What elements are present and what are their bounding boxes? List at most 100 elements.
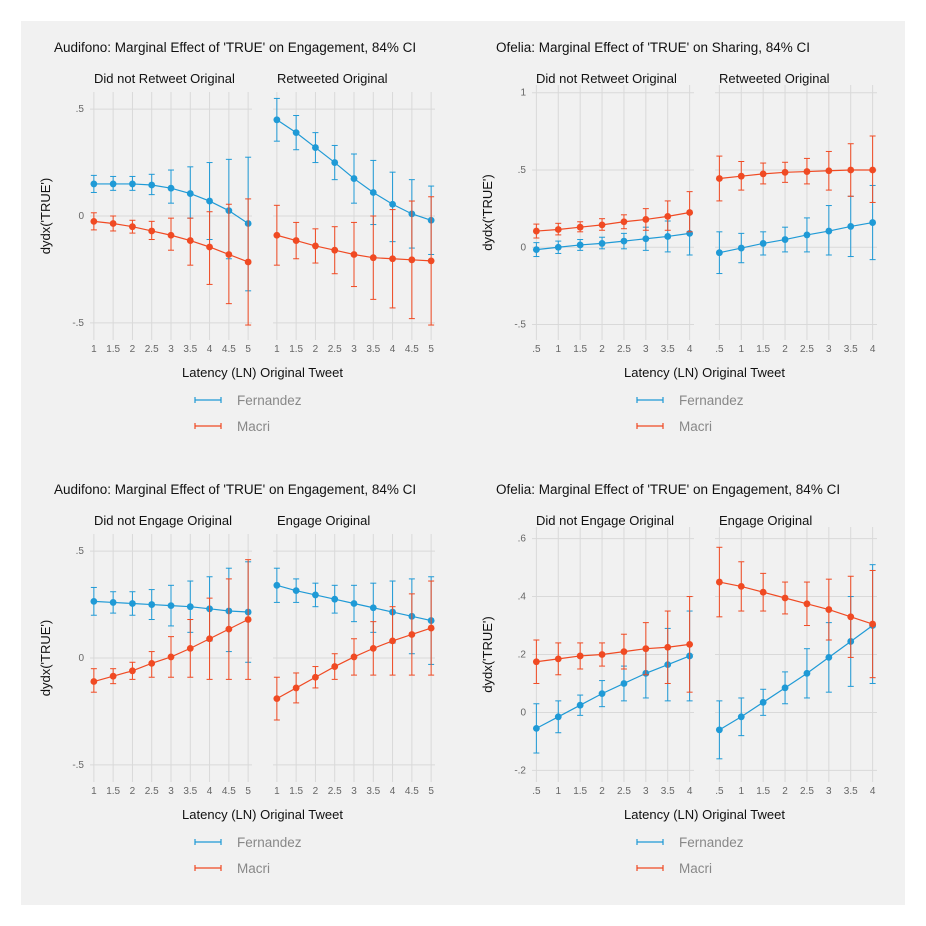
facet-1: Did not Engage Original .5 1 1.5 2 2.5 3 3.5 4 xyxy=(532,513,694,797)
data-point xyxy=(206,197,213,205)
x-tick-label: 5 xyxy=(428,786,434,797)
data-point xyxy=(225,625,233,633)
data-point xyxy=(312,591,319,599)
y-tick-label: 0 xyxy=(520,707,526,718)
data-point xyxy=(715,726,723,734)
x-tick-label: 4 xyxy=(687,344,693,355)
x-tick-label: 3 xyxy=(351,786,357,797)
data-point xyxy=(109,672,117,680)
data-point xyxy=(408,256,416,264)
series-fernandez xyxy=(532,212,694,258)
data-point xyxy=(781,594,789,602)
x-tick-label: 4 xyxy=(687,786,693,797)
x-tick-label: 5 xyxy=(428,344,434,355)
x-tick-label: 1.5 xyxy=(106,786,120,797)
data-point xyxy=(664,212,672,220)
data-point xyxy=(598,221,606,229)
x-tick-label: .5 xyxy=(715,786,724,797)
x-tick-label: 3.5 xyxy=(183,786,197,797)
data-point xyxy=(109,599,117,606)
x-tick-label: 4 xyxy=(207,786,213,797)
facet-2: Retweeted Original 1 1.5 2 2.5 3 3.5 4 4.5 5 xyxy=(273,71,435,355)
data-point xyxy=(759,698,767,706)
data-point xyxy=(129,223,136,231)
series-macri xyxy=(532,596,694,693)
y-tick-label: .2 xyxy=(518,650,527,661)
data-point xyxy=(737,713,745,721)
facet-title: Did not Engage Original xyxy=(94,513,232,528)
data-point xyxy=(825,653,833,661)
data-point xyxy=(781,684,789,692)
data-point xyxy=(331,246,339,254)
x-tick-label: 4.5 xyxy=(222,344,236,355)
x-tick-label: 3 xyxy=(643,344,649,355)
data-point xyxy=(129,600,136,607)
data-point xyxy=(350,653,358,661)
data-point xyxy=(148,181,156,189)
y-tick-label: 0 xyxy=(520,242,526,253)
facet-title: Retweeted Original xyxy=(719,71,830,86)
legend: Fernandez Macri xyxy=(194,835,302,876)
x-tick-label: 2.5 xyxy=(617,786,631,797)
y-tick-label: .6 xyxy=(518,534,527,545)
data-point xyxy=(620,237,628,245)
data-point xyxy=(532,227,540,235)
data-point xyxy=(129,667,136,675)
series-line xyxy=(536,211,690,232)
data-point xyxy=(576,701,584,709)
legend: Fernandez Macri xyxy=(194,393,302,434)
data-point xyxy=(576,241,584,249)
data-point xyxy=(331,159,339,166)
series-line xyxy=(719,581,873,625)
data-point xyxy=(148,227,156,235)
x-tick-label: 4 xyxy=(207,344,213,355)
x-tick-label: 4 xyxy=(870,344,876,355)
data-point xyxy=(312,144,319,151)
data-point xyxy=(427,257,435,265)
chart-panel-3: Audifono: Marginal Effect of 'TRUE' on E… xyxy=(38,482,435,876)
chart-panel-2: Ofelia: Marginal Effect of 'TRUE' on Sha… xyxy=(480,40,877,434)
x-tick-label: 3.5 xyxy=(844,344,858,355)
data-point xyxy=(686,209,694,216)
data-point xyxy=(532,724,540,732)
series-macri xyxy=(532,191,694,239)
data-point xyxy=(847,166,855,174)
y-axis-label: dydx('TRUE') xyxy=(480,616,495,692)
x-tick-label: 4.5 xyxy=(405,344,419,355)
data-point xyxy=(737,172,745,180)
series-macri xyxy=(90,559,252,693)
data-point xyxy=(167,602,175,610)
data-point xyxy=(532,658,540,666)
data-point xyxy=(369,189,377,196)
x-tick-label: 2 xyxy=(313,786,319,797)
data-point xyxy=(847,223,855,230)
x-tick-label: 3.5 xyxy=(366,344,380,355)
data-point xyxy=(350,600,358,607)
x-tick-label: 1 xyxy=(738,786,744,797)
x-tick-label: 1 xyxy=(738,344,744,355)
y-tick-label: 0 xyxy=(78,211,84,222)
x-axis-label: Latency (LN) Original Tweet xyxy=(182,365,343,380)
legend-label: Fernandez xyxy=(679,393,744,408)
y-tick-label: 1 xyxy=(520,88,526,99)
data-point xyxy=(312,242,319,250)
x-tick-label: 2 xyxy=(782,344,788,355)
x-tick-label: 5 xyxy=(245,786,251,797)
chart-panel-1: Audifono: Marginal Effect of 'TRUE' on E… xyxy=(38,40,435,434)
data-point xyxy=(803,231,811,239)
data-point xyxy=(369,644,377,652)
data-point xyxy=(598,690,606,698)
facet-1: Did not Retweet Original .5 1 1.5 2 2.5 3 3.5 4 xyxy=(532,71,694,355)
data-point xyxy=(90,678,98,685)
series-line xyxy=(719,169,873,180)
data-point xyxy=(642,645,650,653)
x-tick-label: .5 xyxy=(532,786,541,797)
data-point xyxy=(554,243,562,251)
x-tick-label: 1.5 xyxy=(573,786,587,797)
y-tick-label: -.5 xyxy=(514,320,526,331)
y-tick-label: 0 xyxy=(78,653,84,664)
data-point xyxy=(554,226,562,233)
facet-title: Engage Original xyxy=(277,513,370,528)
x-tick-label: 3 xyxy=(826,786,832,797)
